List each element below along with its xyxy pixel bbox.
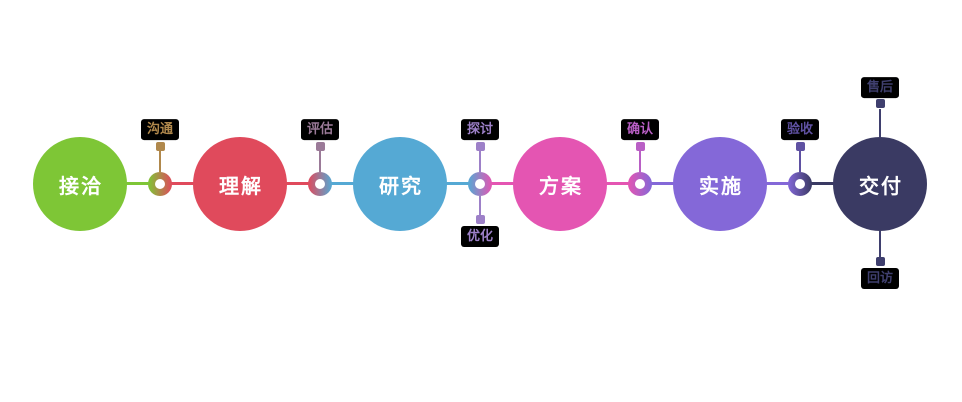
edge-label: 确认 [620,119,660,140]
edge-label: 沟通 [140,119,180,140]
edge-stem [479,196,481,215]
stage-node-6[interactable]: 交付 [833,137,927,231]
terminal-stem [879,109,881,137]
stage-label: 接洽 [59,175,103,198]
stage-label: 理解 [219,175,263,198]
connector-ring[interactable] [148,172,172,196]
connector-ring[interactable] [628,172,652,196]
edge-label: 验收 [780,119,820,140]
edge-stem [479,151,481,172]
edge-stem [639,151,641,172]
stage-label: 交付 [859,175,903,198]
edge-square [475,142,485,151]
connector-ring[interactable] [468,172,492,196]
stage-node-3[interactable]: 研究 [353,137,447,231]
edge-stem [319,151,321,172]
stage-label: 方案 [539,175,583,198]
connector-ring[interactable] [788,172,812,196]
terminal-label: 回访 [860,268,900,289]
ring-hole [795,179,805,189]
stage-node-1[interactable]: 接洽 [33,137,127,231]
edge-square [635,142,645,151]
edge-square [795,142,805,151]
stage-node-4[interactable]: 方案 [513,137,607,231]
stage-node-5[interactable]: 实施 [673,137,767,231]
edge-label: 优化 [460,226,500,247]
stage-label: 实施 [699,175,743,198]
ring-hole [635,179,645,189]
edge-square [155,142,165,151]
stage-node-2[interactable]: 理解 [193,137,287,231]
edge-square [475,215,485,224]
ring-hole [315,179,325,189]
terminal-square [875,257,885,266]
ring-hole [475,179,485,189]
edge-stem [799,151,801,172]
terminal-stem [879,231,881,257]
edge-stem [159,151,161,172]
terminal-label: 售后 [860,77,900,98]
edge-label: 评估 [300,119,340,140]
ring-hole [155,179,165,189]
stage-label: 研究 [379,175,423,198]
edge-label: 探讨 [460,119,500,140]
connector-ring[interactable] [308,172,332,196]
edge-square [315,142,325,151]
terminal-square [875,99,885,108]
